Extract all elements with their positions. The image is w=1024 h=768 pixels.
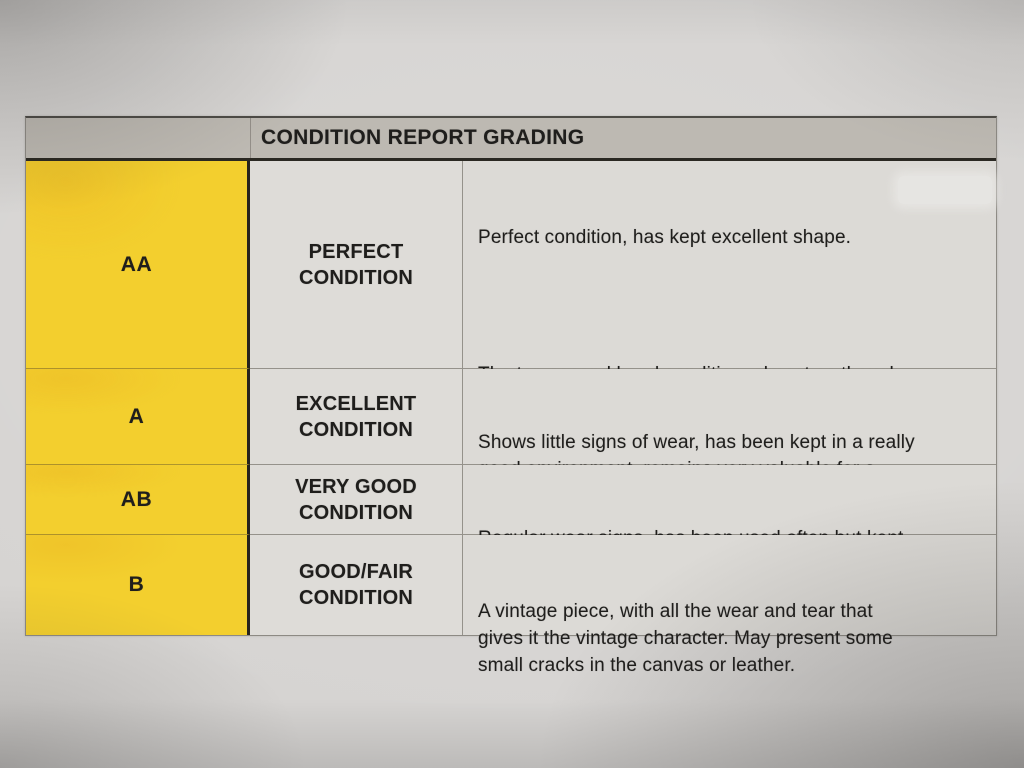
description-cell-b: A vintage piece, with all the wear and t… bbox=[463, 535, 996, 676]
grading-table: CONDITION REPORT GRADING AA PERFECT COND… bbox=[25, 116, 997, 676]
condition-cell-very-good: VERY GOOD CONDITION bbox=[250, 465, 463, 535]
whiteout-patch bbox=[898, 176, 992, 204]
condition-cell-perfect: PERFECT CONDITION bbox=[250, 161, 463, 369]
description-paragraph: Perfect condition, has kept excellent sh… bbox=[478, 227, 852, 248]
table-body: AA PERFECT CONDITION Perfect condition, … bbox=[26, 161, 996, 676]
header-column-divider bbox=[250, 118, 251, 158]
grade-cell-aa: AA bbox=[26, 161, 250, 369]
description-paragraph: A vintage piece, with all the wear and t… bbox=[478, 601, 893, 676]
grade-cell-b: B bbox=[26, 535, 250, 635]
grade-cell-ab: AB bbox=[26, 465, 250, 535]
table-header: CONDITION REPORT GRADING bbox=[26, 118, 996, 161]
description-cell-a: Shows little signs of wear, has been kep… bbox=[463, 369, 996, 507]
description-cell-ab: Regular wear signs, has been used often … bbox=[463, 465, 996, 576]
condition-cell-excellent: EXCELLENT CONDITION bbox=[250, 369, 463, 465]
grade-cell-a: A bbox=[26, 369, 250, 465]
condition-cell-good-fair: GOOD/FAIR CONDITION bbox=[250, 535, 463, 635]
table-title: CONDITION REPORT GRADING bbox=[261, 126, 585, 149]
